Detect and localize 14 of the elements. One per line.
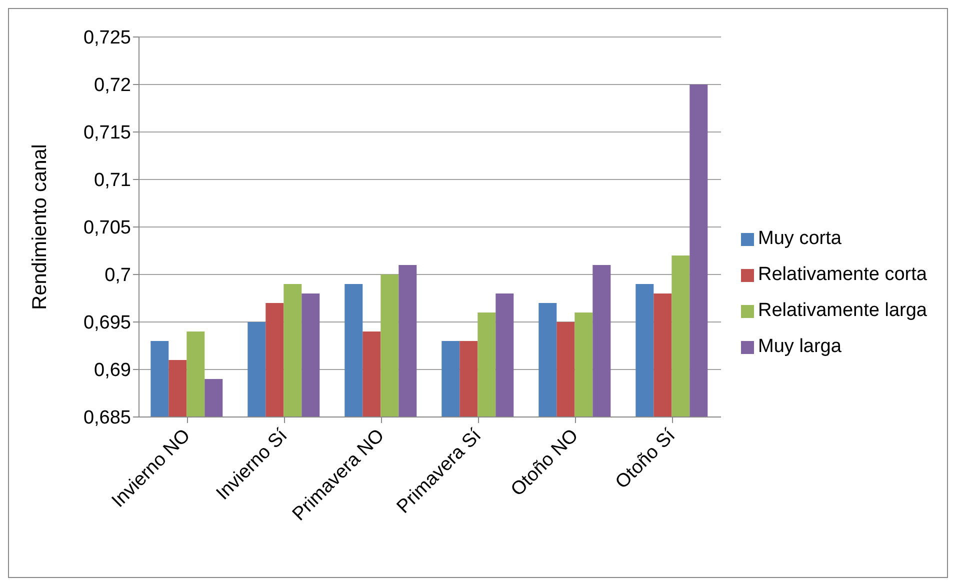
y-tick-label: 0,725 [83, 28, 131, 49]
y-tick-label: 0,715 [83, 122, 131, 144]
y-tick-label: 0,695 [83, 312, 131, 334]
y-axis-title: Rendimiento canal [29, 144, 52, 310]
legend-label: Relativamente corta [758, 264, 927, 285]
y-tick-label: 0,705 [83, 218, 131, 239]
legend-label: Relativamente larga [758, 300, 927, 321]
y-tick-label: 0,7 [104, 265, 131, 286]
y-tick-label: 0,69 [94, 360, 131, 382]
y-tick-label: 0,685 [83, 408, 131, 429]
y-tick-label: 0,72 [94, 75, 131, 96]
legend-label: Muy larga [758, 336, 842, 357]
y-tick-label: 0,71 [94, 170, 131, 192]
legend-label: Muy corta [758, 228, 842, 249]
